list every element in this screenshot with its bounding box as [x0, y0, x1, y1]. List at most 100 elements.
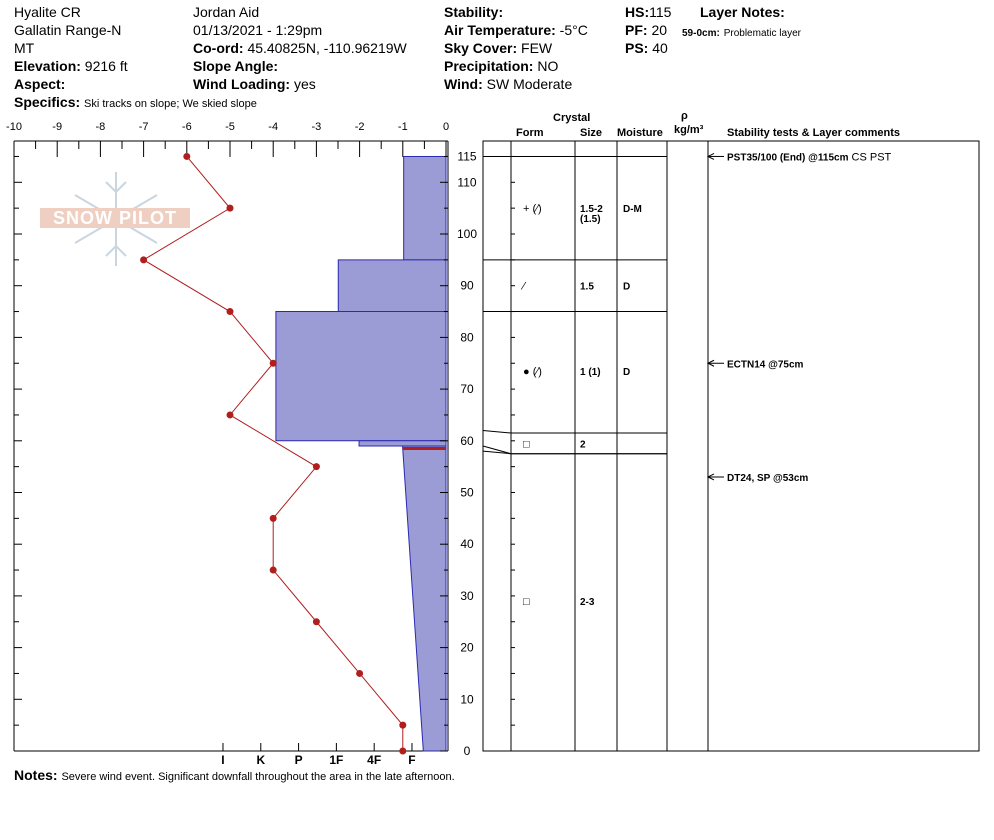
temperature-point — [312, 618, 320, 626]
air-temp-label: Air Temperature: — [444, 22, 556, 38]
notes-row: Notes: Severe wind event. Significant do… — [14, 767, 455, 785]
depth-tick-label: 90 — [460, 279, 474, 293]
stability-test-label: ECTN14 @75cm — [727, 359, 804, 370]
layer-notes-label: Layer Notes: — [700, 4, 785, 20]
temp-tick-label: -8 — [96, 121, 106, 133]
arrow-head-icon — [706, 359, 715, 367]
temperature-profile — [140, 152, 407, 755]
stability-test-label: PST35/100 (End) @115cm CS PST — [727, 151, 892, 163]
hardness-tick-label: 1F — [329, 753, 343, 767]
hardness-layer — [337, 259, 447, 313]
temperature-point — [269, 566, 277, 574]
depth-tick-label: 100 — [457, 227, 477, 241]
layer-note-text: Problematic layer — [723, 28, 801, 39]
depth-tick-label: 20 — [460, 641, 474, 655]
hardness-tick-label: F — [408, 753, 415, 767]
temperature-line — [142, 156, 404, 751]
temp-tick-label: -2 — [355, 121, 365, 133]
stability-row: Stability: — [444, 4, 503, 20]
wind-loading-row: Wind Loading: yes — [193, 76, 316, 92]
temperature-axis: -10 -9 -8 -7 -6 -5 -4 -3 -2 -1 0 — [6, 121, 449, 752]
hardness-tick-label: P — [295, 753, 303, 767]
temperature-point — [183, 152, 191, 160]
temp-tick-label: -9 — [52, 121, 62, 133]
size-header: Size — [580, 127, 603, 139]
elevation-row: Elevation: 9216 ft — [14, 58, 128, 74]
snowpilot-logo: SNOW PILOT — [40, 172, 190, 266]
layer-note-row: 59-0cm: Problematic layer — [682, 23, 801, 42]
layer-form: ⁄ — [520, 281, 527, 293]
specifics-value: Ski tracks on slope; We skied slope — [84, 98, 257, 110]
pf-row: PF: 20 — [625, 22, 667, 38]
temperature-point — [226, 308, 234, 316]
temp-tick-label: -10 — [6, 121, 22, 133]
hs-value: 115 — [649, 4, 672, 20]
layer-size: 1.5-2 — [580, 204, 603, 215]
comments-header: Stability tests & Layer comments — [727, 127, 901, 139]
depth-tick-label: 50 — [460, 486, 474, 500]
specifics-row: Specifics: Ski tracks on slope; We skied… — [14, 94, 257, 112]
ps-label: PS: — [625, 40, 649, 56]
moisture-header: Moisture — [617, 127, 663, 139]
coord-label: Co-ord: — [193, 40, 244, 56]
air-temp-value: -5°C — [559, 22, 588, 38]
sky-value: FEW — [521, 40, 553, 56]
temperature-point — [312, 463, 320, 471]
rho-header: ρ — [681, 110, 688, 122]
ps-value: 40 — [652, 40, 668, 56]
layer-table-frame — [482, 140, 980, 752]
depth-tick-label: 0 — [464, 744, 471, 758]
temp-tick-label: -1 — [398, 121, 408, 133]
layer-size: 1 (1) — [580, 367, 601, 378]
precip-label: Precipitation: — [444, 58, 534, 74]
hardness-layer — [401, 445, 447, 752]
temperature-point — [269, 359, 277, 367]
observation-datetime: 01/13/2021 - 1:29pm — [193, 22, 323, 38]
layer-connector — [482, 445, 512, 455]
sky-label: Sky Cover: — [444, 40, 518, 56]
notes-value: Severe wind event. Significant downfall … — [61, 771, 455, 783]
layer-form: ● (⁄) — [523, 366, 542, 378]
layer-table: + (⁄) 1.5-2(1.5) D-M ⁄ 1.5 D ● (⁄) 1 (1) D □ 2 □ 2-3… — [482, 140, 980, 752]
temp-tick-label: -4 — [268, 121, 278, 133]
slope-label: Slope Angle: — [193, 58, 279, 74]
elevation-value: 9216 ft — [84, 58, 128, 74]
hardness-layer — [403, 155, 447, 261]
precip-value: NO — [537, 58, 559, 74]
arrow-head-icon — [706, 153, 715, 160]
hardness-layer — [358, 440, 447, 447]
wind-value: SW Moderate — [486, 76, 573, 92]
logo-banner — [40, 208, 190, 228]
hs-label: HS: — [625, 4, 650, 20]
temperature-point — [226, 204, 234, 212]
depth-tick-label: 115 — [457, 149, 476, 163]
temperature-point — [399, 721, 407, 729]
depth-tick-label: 10 — [460, 692, 474, 706]
logo-text: SNOW PILOT — [53, 208, 177, 228]
hardness-tick-label: I — [221, 753, 224, 767]
temperature-point — [269, 514, 277, 522]
state-name: MT — [14, 40, 35, 56]
depth-tick-label: 30 — [460, 589, 474, 603]
wind-loading-label: Wind Loading: — [193, 76, 291, 92]
pf-label: PF: — [625, 22, 648, 38]
hardness-profile — [275, 155, 447, 752]
depth-tick-label: 60 — [460, 434, 474, 448]
aspect-label: Aspect: — [14, 76, 66, 92]
aspect-row: Aspect: — [14, 76, 65, 92]
layer-size: 2-3 — [580, 597, 595, 608]
layer-connector — [482, 450, 512, 455]
depth-tick-label: 80 — [460, 330, 474, 344]
temp-tick-label: -6 — [182, 121, 192, 133]
location-name: Hyalite CR — [14, 4, 81, 20]
depth-tick-label: 110 — [457, 175, 476, 189]
slope-row: Slope Angle: — [193, 58, 278, 74]
layer-size-secondary: (1.5) — [580, 214, 601, 225]
hardness-axis: I K P 1F 4F F — [221, 743, 416, 767]
stability-test-label: DT24, SP @53cm — [727, 473, 808, 484]
wind-loading-value: yes — [293, 76, 316, 92]
hardness-layer — [275, 311, 447, 442]
depth-axis: 0 10 20 30 40 50 60 70 80 90 100 110 115 — [440, 141, 477, 758]
temp-tick-label: -5 — [225, 121, 235, 133]
